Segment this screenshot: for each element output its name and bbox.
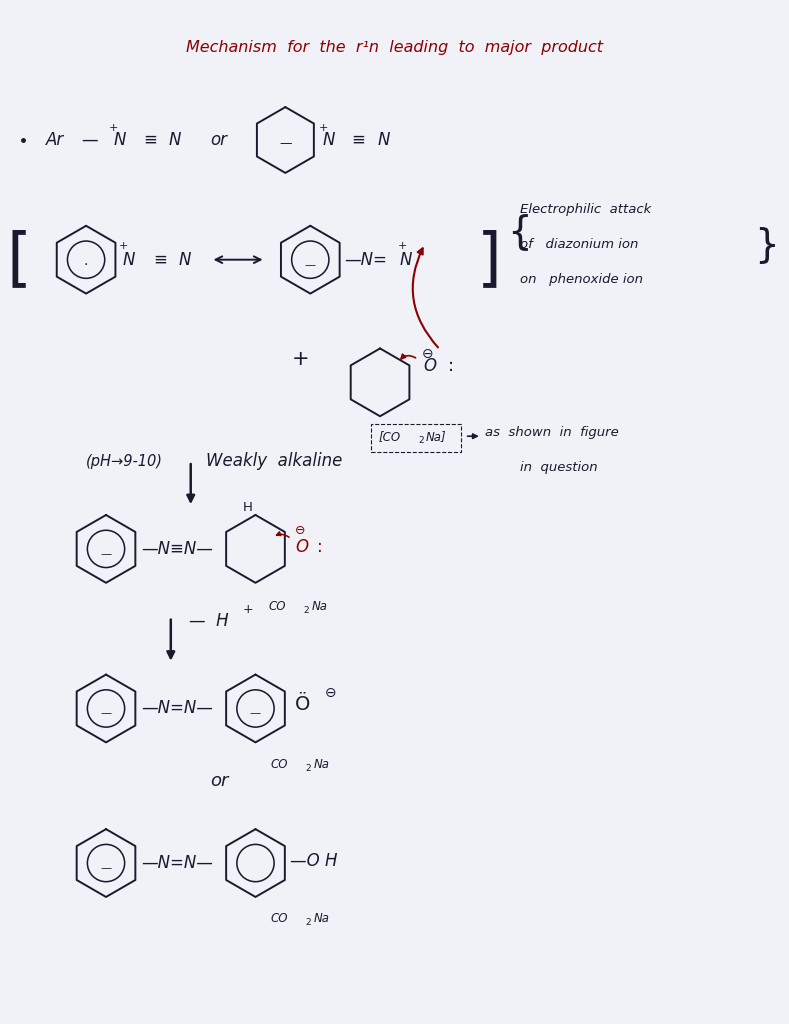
- Text: 2: 2: [303, 606, 309, 615]
- Text: }: }: [753, 225, 779, 264]
- Text: N: N: [377, 131, 390, 150]
- Text: Na: Na: [312, 600, 327, 613]
- Text: —: —: [100, 709, 111, 719]
- Text: N: N: [179, 251, 191, 268]
- Text: Ar: Ar: [47, 131, 65, 150]
- Text: +: +: [109, 123, 118, 133]
- Text: on   phenoxide ion: on phenoxide ion: [520, 273, 642, 286]
- Text: O: O: [295, 538, 308, 556]
- Text: —O H: —O H: [290, 852, 338, 870]
- Text: N: N: [169, 131, 181, 150]
- Text: (pH→9-10): (pH→9-10): [86, 454, 163, 469]
- Text: CO: CO: [268, 600, 286, 613]
- Text: or: or: [211, 772, 229, 791]
- Text: [CO: [CO: [378, 430, 400, 442]
- Text: 2: 2: [305, 764, 311, 773]
- Text: Na: Na: [313, 912, 329, 926]
- Text: —: —: [80, 131, 97, 150]
- Text: —  H: — H: [189, 611, 228, 630]
- Text: CO: CO: [271, 758, 288, 771]
- Text: ⊖: ⊖: [422, 347, 433, 361]
- Text: CO: CO: [271, 912, 288, 926]
- Text: ·: ·: [84, 258, 88, 271]
- Text: —N=: —N=: [344, 251, 387, 268]
- Text: {: {: [507, 213, 533, 251]
- Text: 2: 2: [418, 435, 424, 444]
- Text: H: H: [242, 501, 252, 513]
- Text: ≡: ≡: [143, 131, 157, 150]
- Text: [: [: [7, 228, 32, 291]
- Text: as  shown  in  figure: as shown in figure: [484, 426, 619, 438]
- Text: Na]: Na]: [426, 430, 447, 442]
- Text: ⊖: ⊖: [295, 524, 306, 538]
- Text: ≡: ≡: [153, 251, 166, 268]
- Text: N: N: [114, 131, 126, 150]
- Text: +: +: [320, 123, 329, 133]
- Text: of   diazonium ion: of diazonium ion: [520, 239, 638, 251]
- Text: +: +: [398, 241, 407, 251]
- Text: —: —: [279, 137, 292, 151]
- Text: Electrophilic  attack: Electrophilic attack: [520, 204, 651, 216]
- Text: —: —: [100, 863, 111, 873]
- Text: :: :: [317, 538, 323, 556]
- Text: —: —: [100, 549, 111, 559]
- Text: Ö: Ö: [295, 695, 311, 714]
- Text: Weakly  alkaline: Weakly alkaline: [206, 453, 342, 470]
- Text: —: —: [305, 260, 316, 269]
- Text: ≡: ≡: [351, 131, 365, 150]
- Text: N: N: [400, 251, 413, 268]
- Text: +: +: [119, 241, 129, 251]
- Text: —: —: [250, 709, 261, 719]
- Text: N: N: [322, 131, 335, 150]
- Text: ⊖: ⊖: [325, 685, 337, 699]
- Text: —N=N—: —N=N—: [141, 699, 213, 718]
- Text: Mechanism  for  the  r¹n  leading  to  major  product: Mechanism for the r¹n leading to major p…: [186, 40, 604, 54]
- Text: 2: 2: [305, 919, 311, 928]
- Text: —N≡N—: —N≡N—: [141, 540, 213, 558]
- Text: Na: Na: [313, 758, 329, 771]
- Text: +: +: [242, 603, 253, 616]
- Text: or: or: [211, 131, 228, 150]
- Text: O: O: [423, 357, 436, 376]
- Text: ]: ]: [477, 228, 502, 291]
- Text: in  question: in question: [520, 461, 597, 474]
- Text: —N=N—: —N=N—: [141, 854, 213, 872]
- Text: N: N: [123, 251, 136, 268]
- Text: :: :: [448, 357, 454, 376]
- Text: +: +: [291, 349, 309, 370]
